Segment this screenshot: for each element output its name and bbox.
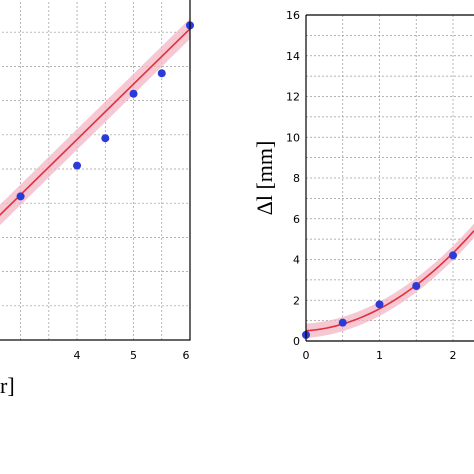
left-chart: 4 5 6 r] bbox=[0, 0, 194, 398]
right-x-tick-label: 2 bbox=[450, 349, 457, 362]
right-data-point bbox=[412, 281, 421, 290]
right-fit-curve-path bbox=[305, 230, 474, 332]
left-data-point bbox=[101, 134, 110, 143]
right-data-point bbox=[338, 318, 347, 327]
right-band-area bbox=[306, 223, 474, 338]
left-x-ticks: 4 5 6 bbox=[74, 349, 190, 362]
left-x-tick-label: 6 bbox=[183, 349, 190, 362]
right-data-point bbox=[449, 251, 457, 260]
right-x-ticks: 0 1 2 bbox=[303, 349, 457, 362]
right-y-tick-label: 14 bbox=[286, 50, 300, 63]
left-x-tick-label: 5 bbox=[130, 349, 137, 362]
left-plot-frame bbox=[0, 0, 191, 341]
right-x-tick-label: 1 bbox=[376, 349, 383, 362]
left-grid bbox=[0, 0, 190, 340]
right-y-tick-label: 16 bbox=[286, 9, 300, 22]
right-y-tick-label: 8 bbox=[293, 172, 300, 185]
right-y-tick-label: 0 bbox=[293, 335, 300, 348]
left-x-tick-label: 4 bbox=[74, 349, 81, 362]
right-y-tick-label: 2 bbox=[293, 294, 300, 307]
right-y-tick-label: 12 bbox=[286, 91, 300, 104]
right-fit-curve bbox=[305, 230, 474, 332]
right-y-tick-label: 4 bbox=[293, 254, 300, 267]
left-x-axis-label: r] bbox=[0, 373, 15, 398]
left-data-point bbox=[16, 192, 25, 201]
right-y-ticks: 0 2 4 6 8 10 12 14 16 bbox=[286, 9, 300, 348]
left-data-point bbox=[129, 89, 138, 98]
right-y-tick-label: 6 bbox=[293, 213, 300, 226]
right-data-point bbox=[375, 300, 384, 309]
left-data-point bbox=[73, 161, 82, 170]
right-y-axis-label: Δl [mm] bbox=[252, 141, 277, 216]
right-grid bbox=[306, 15, 474, 341]
right-y-tick-label: 10 bbox=[286, 131, 300, 144]
left-fit-line-path bbox=[0, 28, 191, 217]
right-x-tick-label: 0 bbox=[303, 349, 310, 362]
left-data-point bbox=[157, 69, 166, 78]
left-fit-line bbox=[0, 28, 191, 217]
right-confidence-band bbox=[306, 223, 474, 338]
